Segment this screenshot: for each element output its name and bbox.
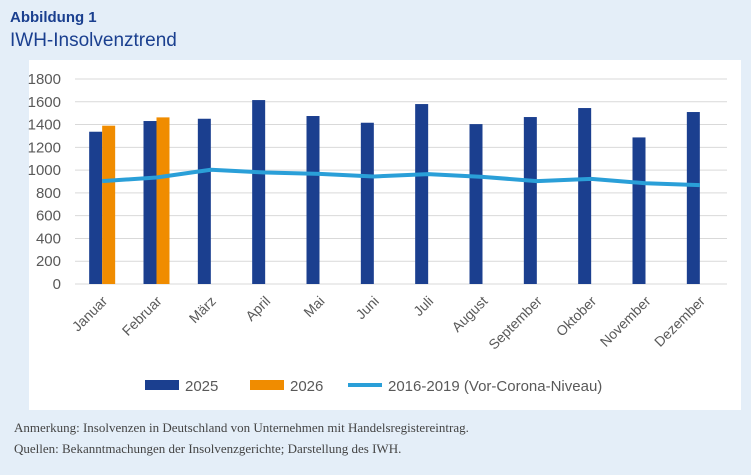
x-tick-label: August xyxy=(448,293,490,335)
x-tick-label: Juli xyxy=(410,293,436,319)
bar-2025-Dezember xyxy=(686,112,700,285)
x-tick-label: Januar xyxy=(69,293,111,335)
y-tick-label: 400 xyxy=(36,230,61,247)
y-tick-label: 800 xyxy=(36,185,61,202)
bar-2026-Januar xyxy=(102,125,116,284)
y-tick-label: 200 xyxy=(36,253,61,270)
y-tick-label: 1200 xyxy=(28,139,61,156)
legend-label: 2026 xyxy=(290,378,323,395)
bar-2025-Juni xyxy=(360,122,374,284)
legend-label: 2025 xyxy=(185,378,218,395)
x-tick-label: November xyxy=(597,293,654,350)
figure-title: IWH-Insolvenztrend xyxy=(10,30,177,51)
line-series xyxy=(102,167,700,188)
bar-2025-Mai xyxy=(306,116,320,284)
y-tick-label: 1600 xyxy=(28,94,61,111)
y-tick-label: 1000 xyxy=(28,162,61,179)
remark-note: Anmerkung: Insolvenzen in Deutschland vo… xyxy=(14,420,469,435)
x-tick-label: Juni xyxy=(352,293,381,322)
y-tick-label: 1800 xyxy=(28,71,61,88)
y-tick-label: 1400 xyxy=(28,117,61,134)
figure-label: Abbildung 1 xyxy=(10,9,97,26)
sources-note: Quellen: Bekanntmachungen der Insolvenzg… xyxy=(14,441,402,456)
legend-label: 2016-2019 (Vor-Corona-Niveau) xyxy=(388,378,602,395)
y-tick-label: 0 xyxy=(53,276,61,293)
bar-2025-März xyxy=(197,118,211,284)
x-tick-label: Oktober xyxy=(553,293,600,340)
bar-2025-November xyxy=(632,137,646,284)
x-tick-label: Mai xyxy=(300,293,327,320)
x-tick-label: April xyxy=(242,293,273,324)
legend-swatch-2026 xyxy=(250,380,284,390)
bar-2025-Oktober xyxy=(578,108,592,285)
x-tick-label: Februar xyxy=(119,293,165,339)
bar-2025-Juli xyxy=(415,104,429,284)
y-tick-label: 600 xyxy=(36,208,61,225)
x-tick-label: September xyxy=(485,293,545,353)
bar-2025-April xyxy=(252,100,266,284)
legend-swatch-2025 xyxy=(145,380,179,390)
bar-2026-Februar xyxy=(156,117,170,284)
bar-2025-Februar xyxy=(143,121,157,285)
bar-2025-August xyxy=(469,124,483,284)
bar-2025-Januar xyxy=(89,131,103,284)
bar-2025-September xyxy=(523,117,537,285)
x-tick-label: Dezember xyxy=(651,293,708,350)
x-tick-label: März xyxy=(186,293,219,326)
